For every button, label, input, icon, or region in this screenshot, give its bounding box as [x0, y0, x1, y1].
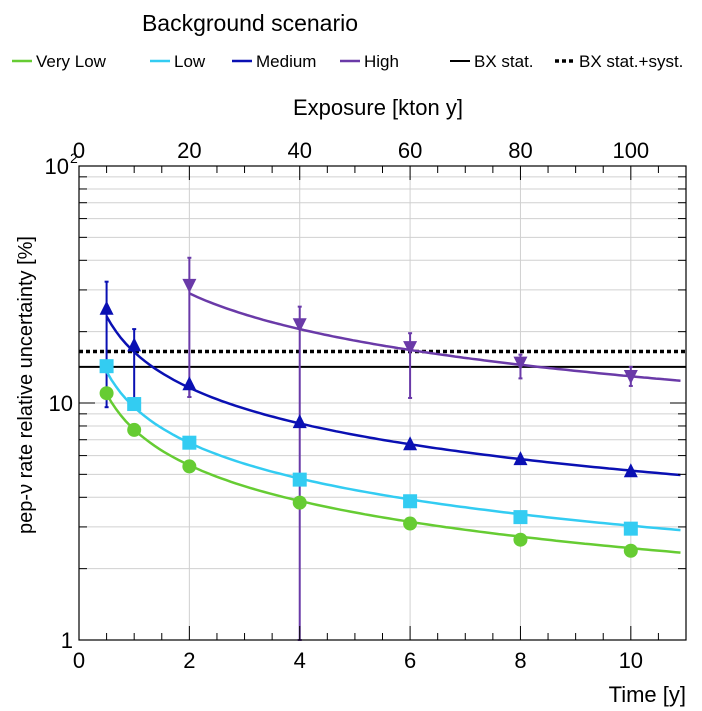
legend-entry: BX stat.: [450, 52, 534, 71]
legend: Very Low Low Medium High BX stat. BX stat.+sy…: [12, 52, 683, 71]
legend-entry: Low: [150, 52, 206, 71]
data-point: [182, 278, 197, 293]
legend-label: Low: [174, 52, 206, 71]
x2-tick-label: 0: [73, 138, 85, 163]
data-point: [99, 300, 114, 315]
legend-label: BX stat.+syst.: [579, 52, 683, 71]
data-point: [99, 359, 114, 374]
data-point: [513, 356, 528, 371]
fit-curve: [188, 292, 681, 382]
data-markers: [99, 278, 638, 558]
svg-text:10: 10: [49, 391, 73, 416]
y-tick-label: 10: [49, 391, 73, 416]
x2-tick-label: 80: [508, 138, 532, 163]
legend-label: High: [364, 52, 399, 71]
fit-curve: [105, 370, 681, 532]
fit-curve: [105, 393, 681, 554]
x2-tick-label: 60: [398, 138, 422, 163]
svg-text:2: 2: [70, 150, 78, 166]
y-tick-label: 1: [61, 628, 73, 653]
x2-tick-labels: 0 20 40 60 80 100: [73, 138, 649, 163]
x2-tick-label: 100: [612, 138, 649, 163]
data-point: [182, 376, 197, 391]
legend-entry: Medium: [232, 52, 316, 71]
grid: [79, 166, 686, 640]
data-point: [513, 532, 528, 547]
x-tick-label: 8: [514, 648, 526, 673]
y-tick-label: 10 2: [45, 150, 78, 179]
legend-label: Very Low: [36, 52, 107, 71]
svg-text:10: 10: [45, 154, 69, 179]
x-tick-label: 6: [404, 648, 416, 673]
fit-curve: [105, 315, 681, 477]
data-point: [403, 494, 418, 509]
svg-text:1: 1: [61, 628, 73, 653]
data-point: [403, 516, 418, 531]
x-axis-label: Time [y]: [609, 682, 686, 707]
data-point: [292, 472, 307, 487]
data-point: [182, 435, 197, 450]
y-axis-label: pep-ν rate relative uncertainty [%]: [15, 236, 37, 534]
data-point: [623, 369, 638, 384]
data-point: [403, 341, 418, 356]
data-point: [182, 459, 197, 474]
x-tick-label: 0: [73, 648, 85, 673]
legend-entry: BX stat.+syst.: [555, 52, 683, 71]
data-point: [513, 451, 528, 466]
data-point: [623, 521, 638, 536]
data-point: [292, 414, 307, 429]
data-point: [99, 386, 114, 401]
data-point: [127, 397, 142, 412]
plot-area: [78, 165, 687, 641]
data-point: [623, 463, 638, 478]
fit-curves: [105, 292, 681, 554]
legend-label: Medium: [256, 52, 316, 71]
chart-title: Background scenario: [142, 10, 358, 36]
x2-axis-label: Exposure [kton y]: [293, 95, 463, 120]
data-point: [403, 436, 418, 451]
data-point: [292, 318, 307, 333]
x-tick-label: 4: [294, 648, 306, 673]
x-tick-labels: 0 2 4 6 8 10: [73, 648, 643, 673]
reference-lines: [79, 349, 686, 368]
data-point: [127, 337, 142, 352]
legend-entry: Very Low: [12, 52, 107, 71]
axis-ticks: [78, 166, 687, 641]
legend-label: BX stat.: [474, 52, 534, 71]
x2-tick-label: 40: [287, 138, 311, 163]
legend-entry: High: [340, 52, 399, 71]
data-point: [513, 510, 528, 525]
data-point: [292, 495, 307, 510]
data-point: [623, 543, 638, 558]
x2-tick-label: 20: [177, 138, 201, 163]
x-tick-label: 10: [619, 648, 643, 673]
data-point: [127, 422, 142, 437]
x-tick-label: 2: [183, 648, 195, 673]
